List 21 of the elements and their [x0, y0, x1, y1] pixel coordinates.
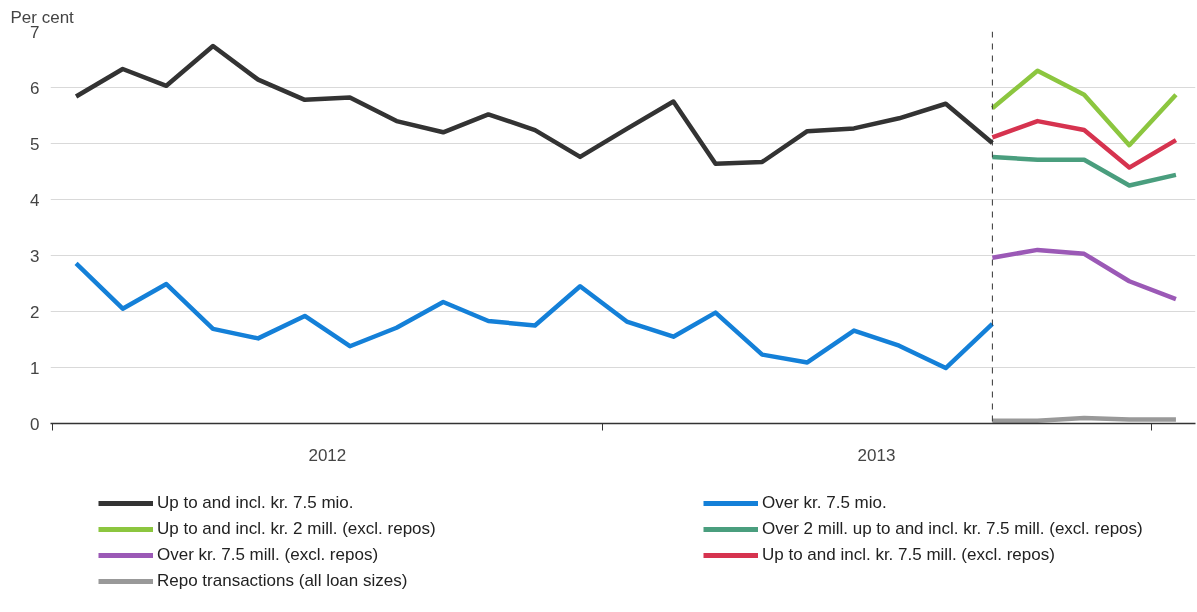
line-series: [73, 261, 995, 371]
line-series: [990, 68, 1179, 148]
line-series: [990, 247, 1179, 302]
legend-label: Repo transactions (all loan sizes): [157, 571, 409, 591]
legend-label: Over 2 mill. up to and incl. kr. 7.5 mill. (excl. repos): [762, 519, 1144, 539]
y-tick-label: 3: [30, 246, 40, 266]
y-tick-label: 0: [30, 414, 40, 434]
y-tick-label: 2: [30, 302, 40, 322]
y-tick-label: 4: [30, 190, 40, 210]
legend-label: Over kr. 7.5 mill. (excl. repos): [157, 545, 380, 565]
legend-label: Over kr. 7.5 mio.: [762, 493, 888, 513]
legend-label: Up to and incl. kr. 2 mill. (excl. repos): [157, 519, 437, 539]
line-series: [990, 154, 1179, 188]
x-tick-label: 2012: [308, 445, 347, 465]
y-tick-label: 1: [30, 358, 40, 378]
y-tick-label: 5: [30, 134, 40, 154]
line-series: [990, 118, 1179, 170]
legend-label: Up to and incl. kr. 7.5 mill. (excl. repos): [762, 545, 1056, 565]
legend-label: Up to and incl. kr. 7.5 mio.: [157, 493, 355, 513]
y-tick-label: 6: [30, 78, 40, 98]
x-tick-label: 2013: [857, 445, 896, 465]
